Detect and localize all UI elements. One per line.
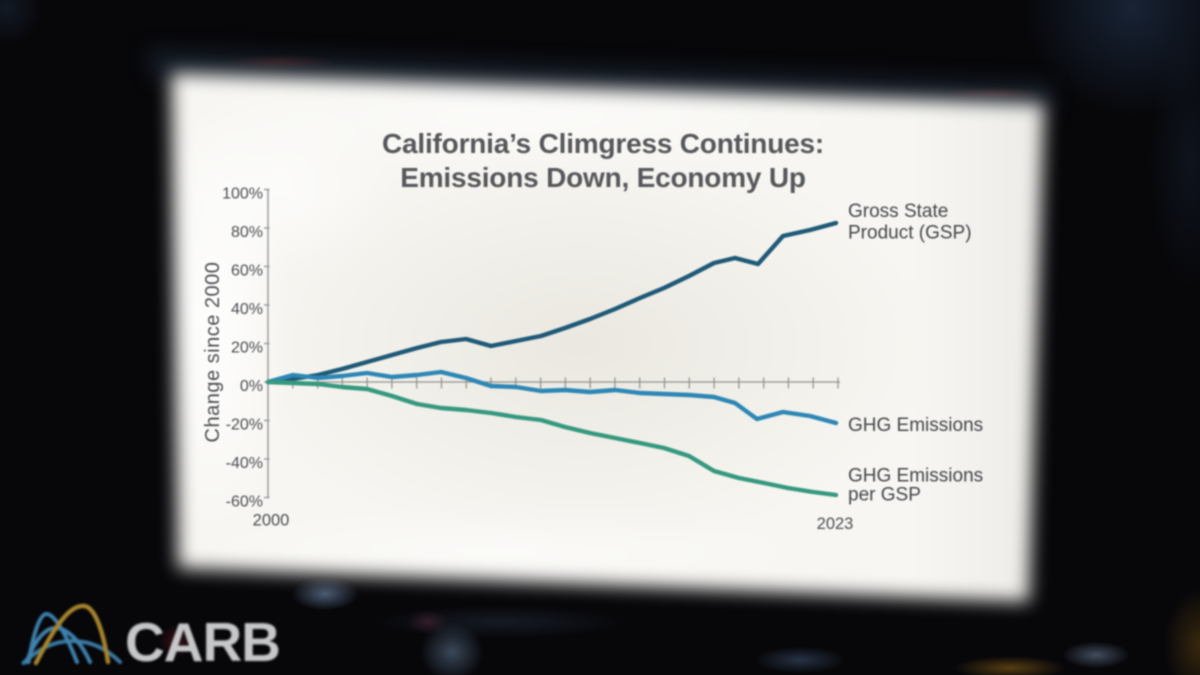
svg-text:20%: 20% <box>231 340 263 357</box>
svg-text:-20%: -20% <box>226 417 263 434</box>
svg-text:CARB: CARB <box>125 611 280 673</box>
svg-text:Change since 2000: Change since 2000 <box>202 262 224 443</box>
svg-text:-40%: -40% <box>226 455 263 472</box>
svg-text:California’s Climgress Continu: California’s Climgress Continues: <box>382 128 824 159</box>
svg-text:2023: 2023 <box>817 515 854 533</box>
svg-text:2000: 2000 <box>253 512 290 530</box>
svg-text:GHG Emissions: GHG Emissions <box>848 415 983 436</box>
svg-text:per GSP: per GSP <box>848 485 921 506</box>
svg-text:Product (GSP): Product (GSP) <box>848 223 972 244</box>
svg-text:40%: 40% <box>231 301 263 318</box>
svg-text:-60%: -60% <box>226 494 263 511</box>
svg-text:Gross State: Gross State <box>848 201 948 222</box>
svg-text:80%: 80% <box>231 224 263 241</box>
svg-text:Emissions Down, Economy Up: Emissions Down, Economy Up <box>400 162 806 193</box>
svg-text:0%: 0% <box>240 378 263 395</box>
svg-text:60%: 60% <box>231 263 263 280</box>
svg-text:GHG Emissions: GHG Emissions <box>848 466 983 487</box>
svg-text:100%: 100% <box>222 186 263 203</box>
